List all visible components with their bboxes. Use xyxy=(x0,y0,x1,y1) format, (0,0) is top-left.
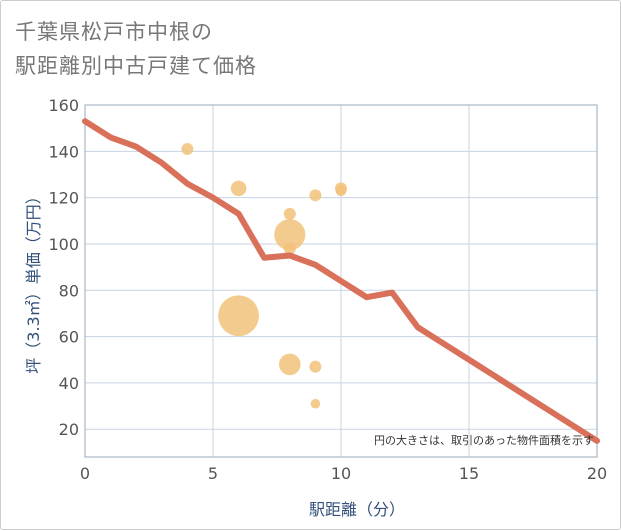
bubble-point-3 xyxy=(283,207,296,220)
bubble-point-11 xyxy=(335,185,347,197)
y-tick-label-3: 80 xyxy=(59,281,79,300)
y-tick-label-4: 100 xyxy=(48,235,79,254)
x-tick-label-4: 20 xyxy=(587,464,607,483)
bubble-point-0 xyxy=(181,143,194,155)
x-tick-label-3: 15 xyxy=(459,464,479,483)
y-tick-label-5: 120 xyxy=(48,189,79,208)
bubble-point-1 xyxy=(230,180,247,197)
bubble-size-note: 円の大きさは、取引のあった物件面積を示す xyxy=(374,433,594,447)
grid-lines xyxy=(85,105,597,457)
chart-title-line-1: 千葉県松戸市中根の xyxy=(15,20,213,44)
bubble-point-9 xyxy=(310,398,321,409)
tick-labels: 0 5 10 15 20 20 40 60 80 100 120 140 160 xyxy=(48,96,607,483)
y-tick-label-2: 60 xyxy=(59,328,79,347)
x-tick-label-1: 5 xyxy=(208,464,218,483)
y-axis-title: 坪（3.3㎡）単価（万円） xyxy=(24,188,43,373)
plot-area-border xyxy=(84,104,598,458)
y-tick-label-0: 20 xyxy=(59,420,79,439)
x-axis-title: 駅距離（分） xyxy=(309,500,405,519)
bubble-point-7 xyxy=(309,189,322,202)
trend-line xyxy=(82,118,600,444)
y-tick-label-6: 140 xyxy=(48,142,79,161)
x-tick-label-0: 0 xyxy=(80,464,90,483)
bubble-point-6 xyxy=(279,353,301,376)
y-tick-label-7: 160 xyxy=(48,96,79,115)
bubble-series xyxy=(181,143,347,409)
bubble-point-4 xyxy=(274,219,306,251)
bubble-point-8 xyxy=(309,360,322,373)
chart-title: 千葉県松戸市中根の 駅距離別中古戸建て価格 xyxy=(15,15,257,83)
x-tick-label-2: 10 xyxy=(331,464,351,483)
chart-title-line-2: 駅距離別中古戸建て価格 xyxy=(15,54,257,78)
bubble-point-5 xyxy=(283,242,296,255)
y-tick-label-1: 40 xyxy=(59,374,79,393)
bubble-point-2 xyxy=(218,295,259,337)
